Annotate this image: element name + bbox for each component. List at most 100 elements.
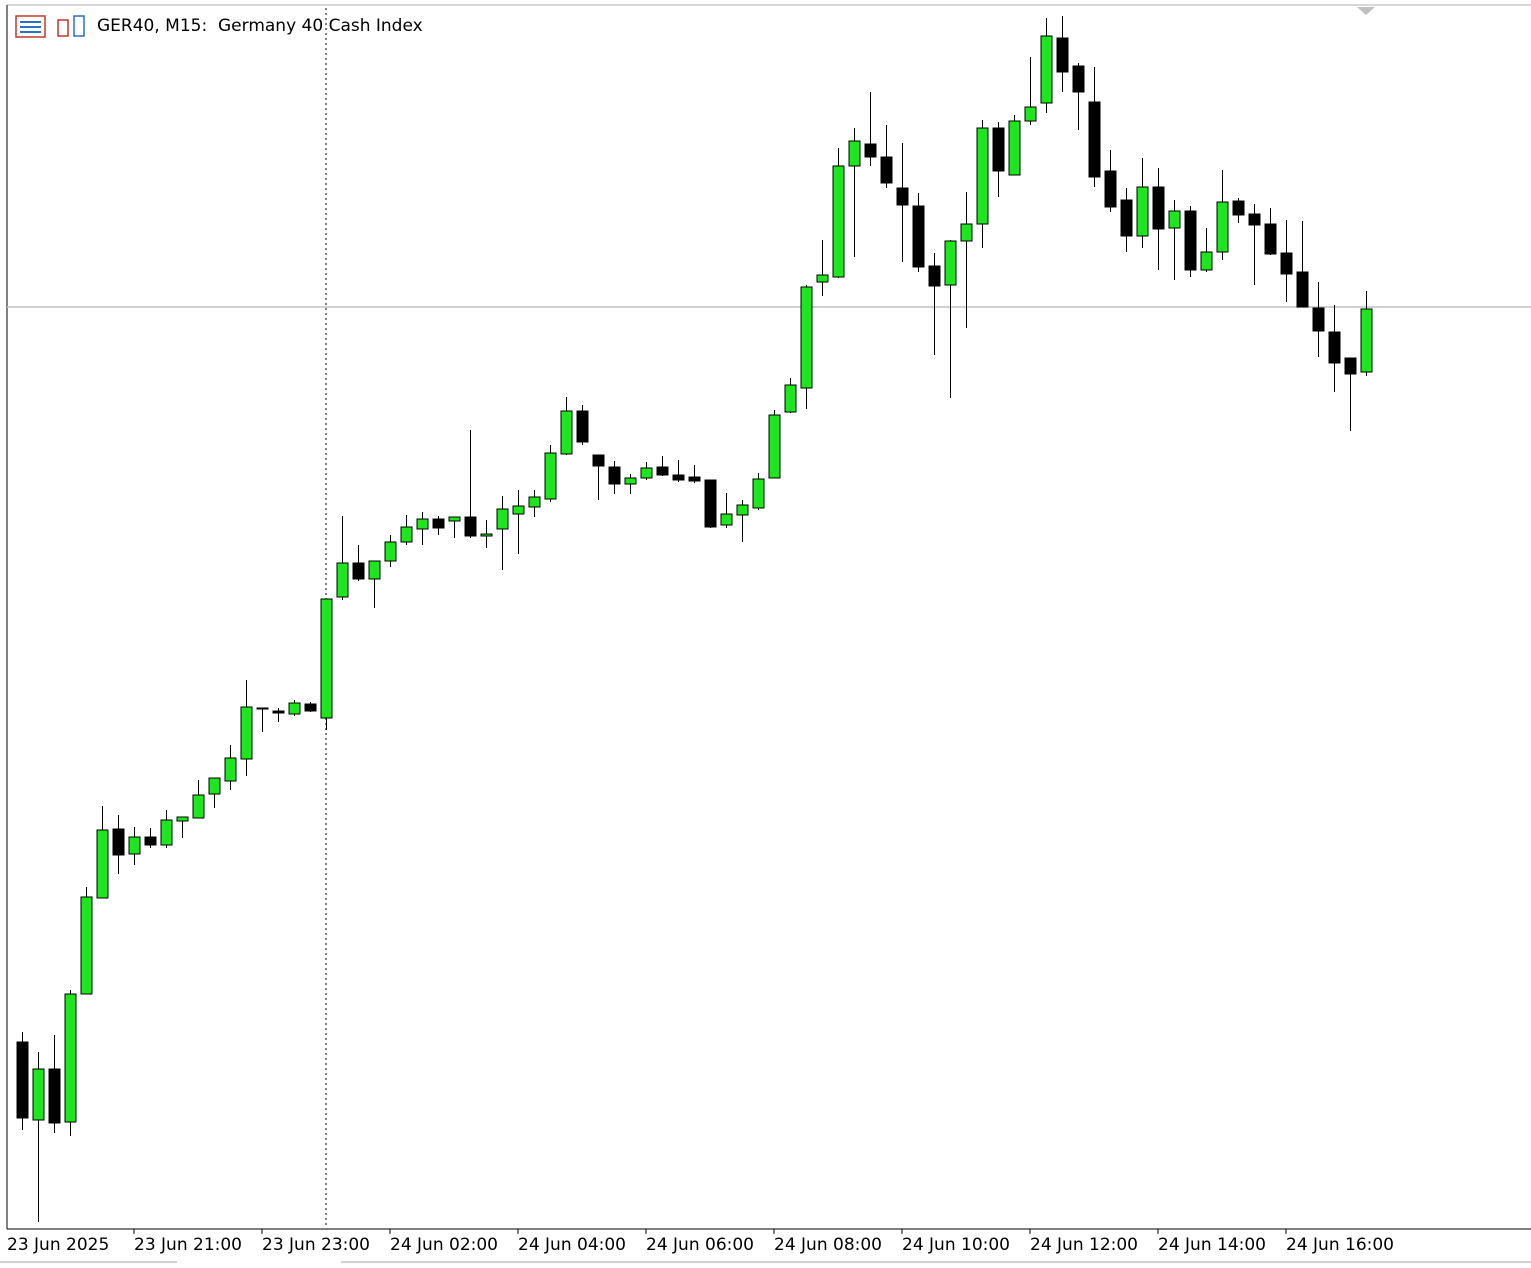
candle-body: [912, 205, 925, 268]
candle-body: [320, 598, 333, 719]
candle-body: [976, 127, 989, 225]
candle-body: [128, 836, 141, 855]
candle-body: [1216, 201, 1229, 253]
candle-body: [736, 504, 749, 516]
x-tick-label: 23 Jun 21:00: [134, 1235, 242, 1255]
candle-body: [1312, 307, 1325, 332]
candle-body: [608, 466, 621, 485]
x-tick-label: 24 Jun 04:00: [518, 1235, 626, 1255]
candle-body: [816, 274, 829, 283]
candle-body: [944, 240, 957, 286]
candle-body: [528, 496, 541, 508]
candle-body: [1040, 35, 1053, 104]
icon-bar: [57, 19, 69, 37]
candle-body: [512, 505, 525, 515]
shift-marker[interactable]: [1357, 7, 1375, 15]
candle-body: [576, 410, 589, 443]
candle-body: [1136, 186, 1149, 237]
candle-body: [1184, 210, 1197, 271]
candle-body: [1120, 199, 1133, 237]
candle-body: [176, 816, 189, 822]
candle-body: [1104, 170, 1117, 208]
candle-body: [48, 1068, 61, 1124]
candle-body: [464, 516, 477, 537]
candle-body: [112, 828, 125, 856]
x-tick-label: 23 Jun 2025: [7, 1235, 109, 1255]
candle-body: [768, 414, 781, 479]
candle-body: [496, 508, 509, 530]
candle-body: [1008, 120, 1021, 176]
candle-body: [1344, 357, 1357, 375]
candle-body: [992, 127, 1005, 172]
candle-body: [752, 478, 765, 509]
candle-body: [832, 165, 845, 278]
candle-body: [1072, 65, 1085, 93]
candle-body: [368, 560, 381, 580]
candle-body: [848, 140, 861, 167]
candle-body: [1360, 308, 1373, 373]
candle-body: [336, 562, 349, 598]
candle-body: [352, 562, 365, 580]
candle-body: [240, 706, 253, 760]
candle-body: [1056, 37, 1069, 73]
candle-body: [432, 518, 445, 529]
candle-body: [32, 1068, 45, 1121]
chart-type-icon[interactable]: [57, 15, 85, 37]
chart-title: GER40, M15: Germany 40 Cash Index: [97, 16, 423, 36]
candle-body: [400, 526, 413, 543]
chart-menu-icon[interactable]: [15, 15, 46, 38]
candle-body: [1200, 251, 1213, 271]
candle-body: [1024, 106, 1037, 122]
candle-body: [288, 702, 301, 715]
candle-body: [272, 710, 285, 714]
candle-body: [224, 757, 237, 782]
x-tick-label: 24 Jun 16:00: [1286, 1235, 1394, 1255]
candle-body: [800, 286, 813, 389]
candle-body: [144, 836, 157, 846]
candle-body: [192, 794, 205, 819]
candle-body: [656, 466, 669, 476]
candle-body: [1232, 200, 1245, 216]
x-tick-label: 24 Jun 08:00: [774, 1235, 882, 1255]
candle-body: [592, 454, 605, 467]
candle-body: [1152, 186, 1165, 230]
candle-body: [1088, 101, 1101, 178]
x-tick-label: 24 Jun 02:00: [390, 1235, 498, 1255]
candle-body: [544, 452, 557, 500]
candle-body: [256, 707, 269, 710]
candle-body: [624, 477, 637, 485]
candle-body: [160, 819, 173, 846]
candle-body: [64, 993, 77, 1123]
candle-body: [16, 1041, 29, 1119]
x-tick-label: 24 Jun 12:00: [1030, 1235, 1138, 1255]
candle-body: [208, 777, 221, 795]
candle-body: [720, 513, 733, 526]
icon-bar: [73, 15, 85, 37]
candle-body: [960, 223, 973, 242]
candle-body: [688, 476, 701, 482]
candle-body: [96, 829, 109, 899]
candle-body: [480, 533, 493, 537]
candle-body: [384, 541, 397, 562]
candle-body: [864, 143, 877, 158]
x-tick-label: 24 Jun 10:00: [902, 1235, 1010, 1255]
candle-body: [1168, 210, 1181, 229]
candle-body: [784, 384, 797, 413]
candle-body: [1248, 213, 1261, 226]
x-tick-label: 24 Jun 14:00: [1158, 1235, 1266, 1255]
candle-body: [896, 187, 909, 206]
candle-body: [1264, 223, 1277, 255]
candle-body: [640, 467, 653, 479]
candle-body: [304, 703, 317, 712]
candle-body: [1328, 331, 1341, 364]
candle-body: [1280, 252, 1293, 275]
candle-body: [672, 474, 685, 481]
candle-body: [880, 156, 893, 184]
candle-body: [80, 896, 93, 995]
candle-body: [416, 518, 429, 530]
candle-body: [448, 516, 461, 522]
candle-body: [560, 410, 573, 455]
x-tick-label: 23 Jun 23:00: [262, 1235, 370, 1255]
